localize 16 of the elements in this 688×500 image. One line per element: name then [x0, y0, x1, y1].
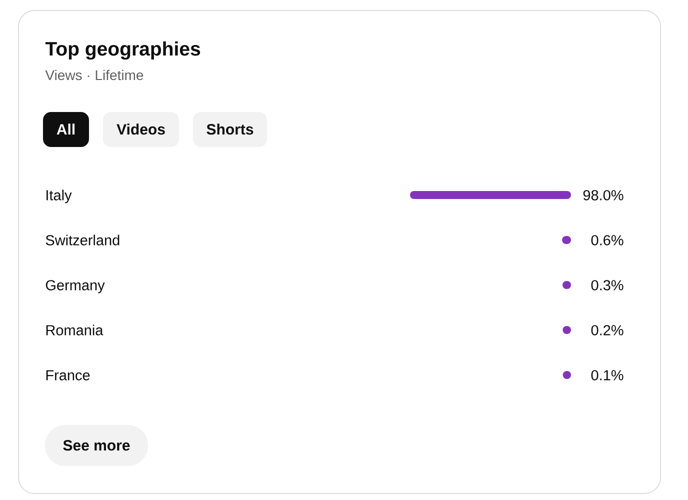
data-label: 0.3% — [591, 280, 624, 290]
data-label: 0.2% — [591, 325, 624, 336]
y-tick-label: France — [46, 370, 90, 380]
data-label: 0.6% — [591, 235, 624, 246]
data-label: 0.1% — [591, 370, 624, 380]
text: Shorts — [206, 124, 254, 135]
y-tick-label: Romania — [46, 324, 104, 336]
y-tick-label: Switzerland — [46, 234, 120, 246]
data-label: 98.0% — [583, 190, 624, 200]
text: See more — [63, 440, 130, 451]
text: Videos — [116, 124, 165, 135]
text: Views · Lifetime — [45, 70, 144, 80]
text: Top geographies — [45, 41, 200, 60]
text: All — [56, 124, 75, 134]
y-tick-label: Italy — [46, 190, 72, 204]
y-tick-label: Germany — [46, 280, 105, 294]
